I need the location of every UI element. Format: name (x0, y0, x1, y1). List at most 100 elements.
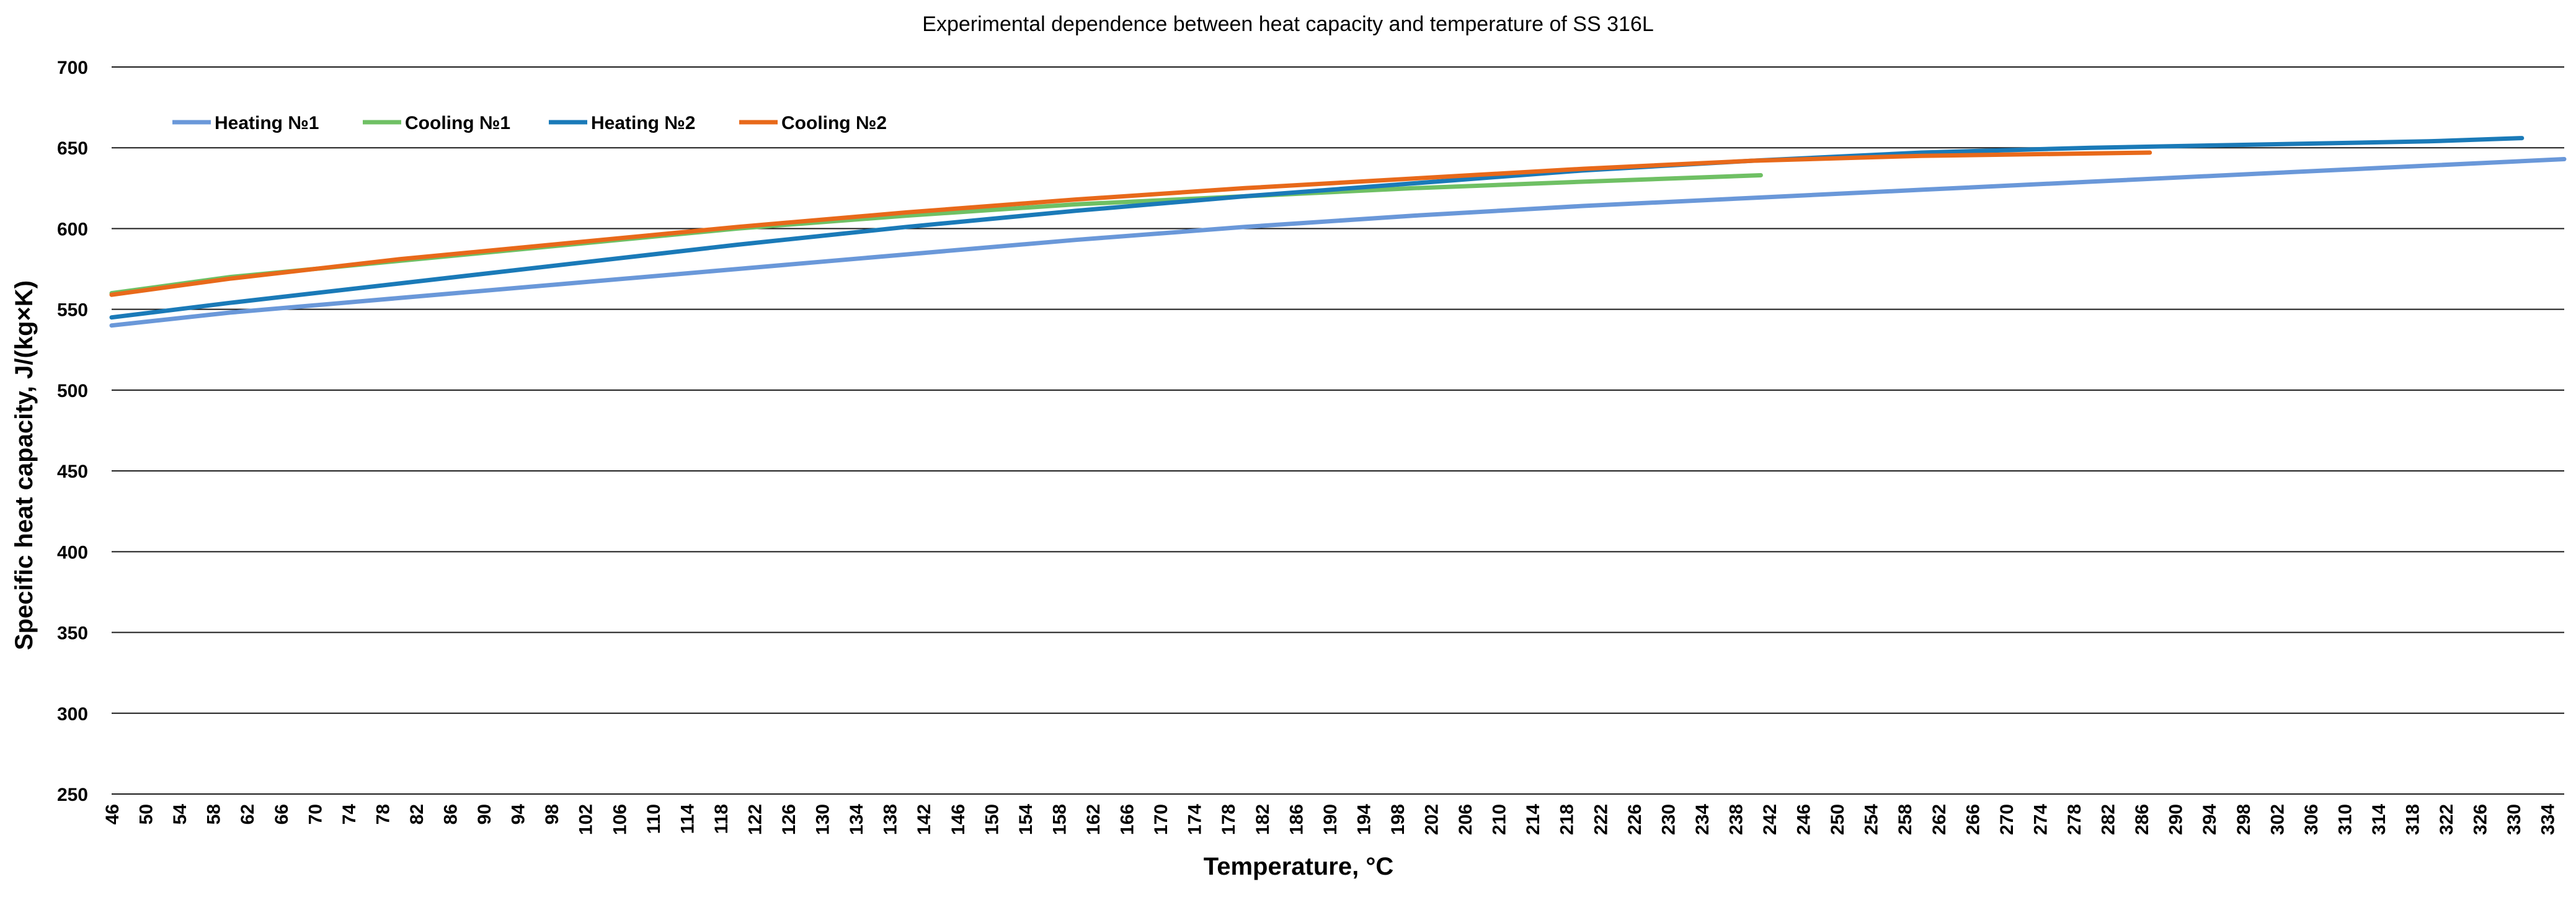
x-tick-label: 330 (2504, 804, 2525, 835)
x-tick-label: 226 (1625, 804, 1645, 835)
x-tick-label: 218 (1557, 804, 1578, 835)
x-tick-label: 118 (711, 804, 732, 834)
y-tick-label: 600 (57, 219, 88, 239)
x-tick-label: 298 (2234, 804, 2254, 835)
x-tick-label: 126 (779, 804, 799, 835)
x-tick-label: 138 (881, 804, 901, 835)
y-tick-label: 250 (57, 785, 88, 805)
x-tick-label: 66 (272, 804, 292, 824)
x-tick-label: 94 (509, 804, 529, 825)
y-tick-label: 400 (57, 542, 88, 563)
x-tick-label: 318 (2403, 804, 2423, 835)
x-tick-label: 162 (1083, 804, 1104, 835)
y-tick-label: 350 (57, 623, 88, 644)
x-tick-label: 334 (2538, 804, 2559, 835)
x-tick-label: 154 (1016, 804, 1036, 835)
x-tick-label: 286 (2132, 804, 2152, 835)
x-tick-label: 274 (2030, 804, 2051, 835)
x-tick-label: 158 (1049, 804, 1070, 835)
x-tick-label: 130 (813, 804, 833, 835)
chart-title: Experimental dependence between heat cap… (922, 12, 1653, 36)
x-tick-label: 150 (982, 804, 1002, 835)
x-tick-label: 134 (846, 804, 867, 835)
x-tick-label: 174 (1185, 804, 1206, 835)
x-tick-label: 238 (1726, 804, 1746, 835)
x-tick-label: 230 (1658, 804, 1679, 835)
x-tick-label: 146 (948, 804, 969, 835)
x-tick-label: 178 (1219, 804, 1239, 835)
x-tick-label: 198 (1388, 804, 1408, 835)
x-tick-label: 310 (2335, 804, 2355, 835)
x-tick-label: 214 (1523, 804, 1543, 835)
x-tick-label: 90 (474, 804, 495, 824)
x-tick-label: 122 (745, 804, 765, 835)
x-tick-label: 46 (102, 804, 123, 824)
x-tick-label: 114 (677, 804, 698, 834)
x-tick-label: 306 (2301, 804, 2322, 835)
x-tick-label: 262 (1929, 804, 1950, 835)
x-tick-label: 190 (1320, 804, 1341, 835)
x-tick-label: 182 (1253, 804, 1273, 835)
y-tick-label: 500 (57, 381, 88, 401)
x-axis-ticks: 46 50 54 58 62 66 70 74 78 82 86 90 94 98 102 106 110 114… (102, 804, 2559, 835)
x-tick-label: 74 (339, 804, 360, 825)
x-tick-label: 54 (170, 804, 190, 825)
x-tick-label: 222 (1591, 804, 1611, 835)
y-tick-label: 300 (57, 704, 88, 725)
x-tick-label: 82 (407, 804, 427, 824)
x-tick-label: 278 (2064, 804, 2085, 835)
legend-label: Cooling №2 (781, 113, 887, 133)
x-tick-label: 290 (2166, 804, 2187, 835)
x-axis-title: Temperature, °C (1204, 853, 1393, 880)
y-tick-label: 550 (57, 300, 88, 321)
gridlines (112, 66, 2564, 795)
y-tick-label: 450 (57, 462, 88, 482)
x-tick-label: 282 (2099, 804, 2119, 835)
x-tick-label: 102 (576, 804, 597, 835)
y-tick-label: 700 (57, 58, 88, 78)
x-tick-label: 302 (2267, 804, 2288, 835)
x-tick-label: 270 (1997, 804, 2017, 835)
legend-label: Cooling №1 (405, 113, 510, 133)
x-tick-label: 62 (238, 804, 258, 824)
legend: Heating №1 Cooling №1 Heating №2 Cooling №2 (172, 113, 887, 133)
x-tick-label: 50 (136, 804, 157, 824)
x-tick-label: 294 (2200, 804, 2220, 835)
x-tick-label: 166 (1117, 804, 1138, 835)
x-tick-label: 314 (2369, 804, 2389, 835)
x-tick-label: 186 (1286, 804, 1307, 835)
x-tick-label: 58 (204, 804, 224, 824)
series-line-2 (109, 173, 1763, 296)
x-tick-label: 210 (1490, 804, 1510, 835)
x-tick-label: 322 (2436, 804, 2457, 835)
x-tick-label: 106 (610, 804, 630, 835)
x-tick-label: 206 (1455, 804, 1476, 835)
x-tick-label: 246 (1794, 804, 1814, 835)
x-tick-label: 202 (1422, 804, 1442, 835)
x-tick-label: 250 (1828, 804, 1848, 835)
series-line-4 (109, 150, 2152, 297)
x-tick-label: 170 (1151, 804, 1171, 835)
series-lines (109, 136, 2567, 328)
x-tick-label: 110 (644, 804, 664, 834)
x-tick-label: 234 (1692, 804, 1713, 835)
y-tick-label: 650 (57, 138, 88, 159)
x-tick-label: 142 (914, 804, 935, 835)
legend-label: Heating №1 (215, 113, 319, 133)
x-tick-label: 258 (1895, 804, 1916, 835)
x-tick-label: 242 (1760, 804, 1780, 835)
series-line-3 (109, 136, 2525, 320)
legend-label: Heating №2 (591, 113, 695, 133)
x-tick-label: 194 (1354, 804, 1374, 835)
series-line-1 (109, 157, 2567, 328)
x-tick-label: 78 (373, 804, 393, 824)
x-tick-label: 86 (441, 804, 461, 824)
x-tick-label: 266 (1963, 804, 1983, 835)
y-axis-ticks: 250 300 350 400 450 500 550 600 650 700 (57, 58, 88, 805)
x-tick-label: 98 (542, 804, 562, 824)
x-tick-label: 326 (2471, 804, 2491, 835)
y-axis-title: Specific heat capacity, J/(kg×K) (11, 280, 38, 650)
x-tick-label: 254 (1862, 804, 1882, 835)
